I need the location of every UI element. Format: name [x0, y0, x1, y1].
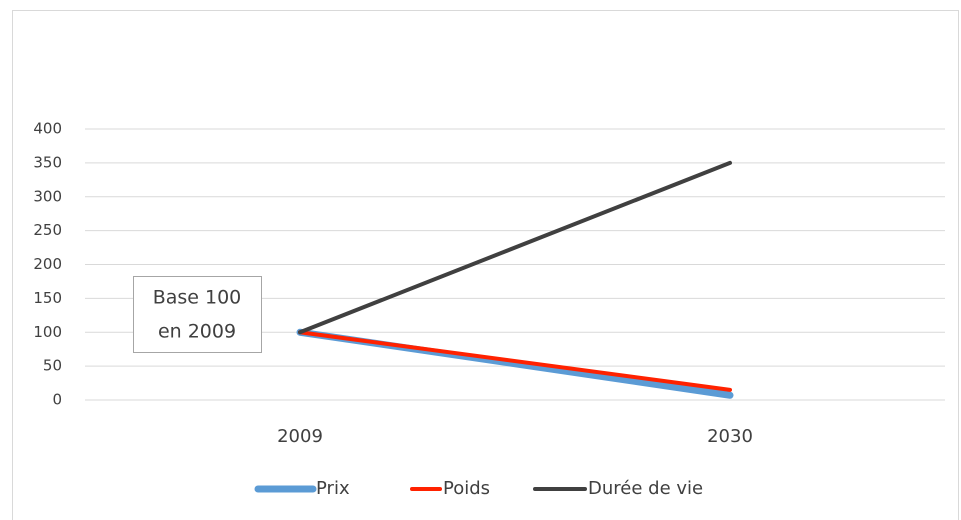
y-tick-label: 300	[33, 187, 62, 205]
y-tick-label: 100	[33, 323, 62, 341]
series-line	[298, 160, 732, 335]
legend-label: Prix	[316, 478, 350, 499]
x-tick-label: 2030	[707, 426, 753, 447]
y-tick-label: 250	[33, 221, 62, 239]
y-tick-label: 400	[33, 120, 62, 138]
y-tick-label: 150	[33, 289, 62, 307]
annotation-text: en 2009	[158, 321, 236, 343]
y-tick-label: 50	[43, 357, 62, 375]
legend-label: Poids	[443, 478, 490, 499]
annotation-text: Base 100	[153, 287, 242, 309]
x-tick-label: 2009	[277, 426, 323, 447]
legend-label: Durée de vie	[588, 478, 703, 499]
chart-frame	[12, 10, 959, 520]
y-tick-label: 200	[33, 255, 62, 273]
series-line	[298, 330, 732, 392]
y-tick-label: 0	[52, 391, 62, 409]
annotation-box	[133, 276, 262, 353]
y-tick-label: 350	[33, 153, 62, 171]
